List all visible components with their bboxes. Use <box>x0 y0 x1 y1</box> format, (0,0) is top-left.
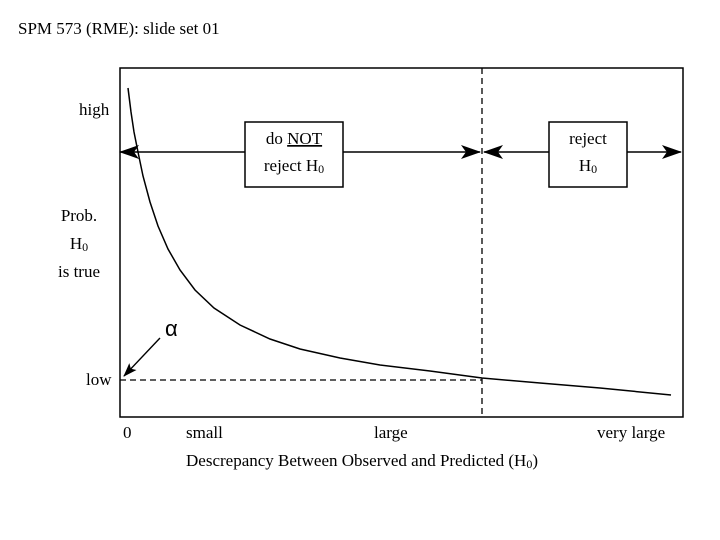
x-tick-small: small <box>186 423 223 442</box>
reject-box-line2: H0 <box>579 156 597 176</box>
x-tick-0: 0 <box>123 423 132 442</box>
do-not-reject-box <box>244 121 344 188</box>
x-tick-large: large <box>374 423 408 442</box>
y-low-label: low <box>86 370 112 389</box>
do-not-reject-line2: reject H0 <box>264 156 324 176</box>
y-high-label: high <box>79 100 110 119</box>
alpha-label: α <box>165 316 178 341</box>
x-axis-title: Descrepancy Between Observed and Predict… <box>186 451 538 471</box>
reject-box <box>548 121 628 188</box>
alpha-pointer-arrow <box>123 337 161 377</box>
plot-frame <box>119 67 684 418</box>
y-title-line3: is true <box>58 262 100 281</box>
do-not-reject-line1: do NOT <box>266 129 323 148</box>
probability-curve <box>127 87 672 396</box>
reject-box-line1: reject <box>569 129 607 148</box>
slide-header: SPM 573 (RME): slide set 01 <box>18 19 220 38</box>
y-title-line2: H0 <box>70 234 88 254</box>
x-tick-very-large: very large <box>597 423 665 442</box>
y-title-line1: Prob. <box>61 206 97 225</box>
